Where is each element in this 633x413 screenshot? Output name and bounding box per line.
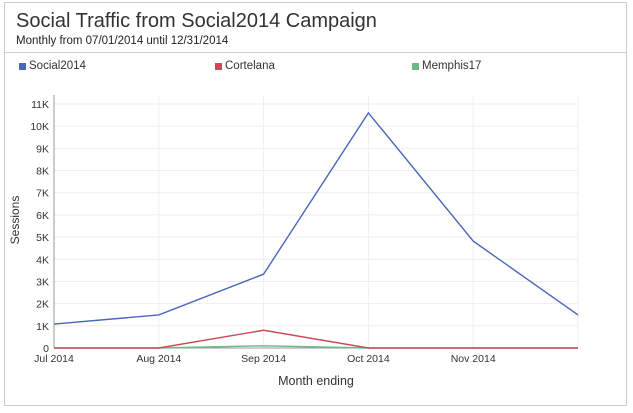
chart-card: Social Traffic from Social2014 Campaign … <box>4 2 627 406</box>
y-tick-label: 3K <box>36 276 49 288</box>
y-tick-label: 1K <box>36 321 49 333</box>
y-tick-label: 4K <box>36 254 49 266</box>
legend-item-social2014[interactable]: Social2014 <box>19 60 86 72</box>
y-axis-label: Sessions <box>8 196 22 245</box>
legend-label: Memphis17 <box>422 60 482 72</box>
chart-title: Social Traffic from Social2014 Campaign <box>16 10 377 32</box>
y-tick-label: 9K <box>36 143 49 155</box>
y-tick-label: 6K <box>36 210 49 222</box>
legend-item-cortelana[interactable]: Cortelana <box>215 60 275 72</box>
y-tick-label: 8K <box>36 166 49 178</box>
y-tick-label: 7K <box>36 188 49 200</box>
legend-swatch <box>215 62 222 70</box>
x-axis-label: Month ending <box>278 374 354 388</box>
chart-subtitle: Monthly from 07/01/2014 until 12/31/2014 <box>16 35 229 47</box>
legend-item-memphis17[interactable]: Memphis17 <box>412 60 481 72</box>
legend-label: Social2014 <box>29 60 86 72</box>
y-tick-label: 10K <box>30 121 49 133</box>
x-tick-label: Aug 2014 <box>136 353 181 365</box>
x-tick-label: Nov 2014 <box>451 353 496 365</box>
y-tick-label: 0 <box>43 343 49 355</box>
x-tick-label: Sep 2014 <box>241 353 286 365</box>
y-tick-label: 2K <box>36 299 49 311</box>
legend-swatch <box>19 62 26 70</box>
y-tick-label: 5K <box>36 232 49 244</box>
series-line-social2014 <box>53 111 579 325</box>
legend-swatch <box>412 62 419 70</box>
x-tick-label: Oct 2014 <box>347 353 390 365</box>
x-tick-label: Jul 2014 <box>34 353 74 365</box>
divider <box>5 52 626 53</box>
y-tick-label: 11K <box>31 99 49 111</box>
series-line-cortelana <box>54 329 578 349</box>
legend-label: Cortelana <box>225 60 275 72</box>
